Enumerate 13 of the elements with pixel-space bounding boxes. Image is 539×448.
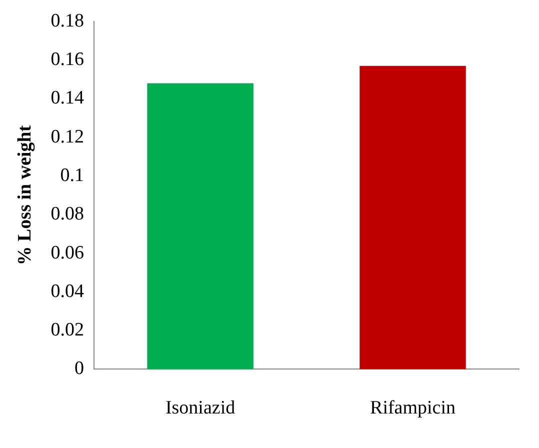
y-tick-label: 0.16 [50,49,84,70]
y-tick-label: 0.08 [50,204,84,225]
y-tick-label: 0 [74,358,84,380]
y-tick-label: 0.02 [50,320,84,341]
y-axis-title: % Loss in weight [14,124,36,266]
y-tick-label: 0.06 [50,242,84,264]
y-tick-label: 0.18 [50,10,84,32]
y-tick-label: 0.12 [50,126,84,148]
y-tick-label: 0.1 [60,164,84,186]
y-tick-label: 0.04 [50,280,85,302]
y-tick-label: 0.14 [50,88,85,109]
x-tick-label: Rifampicin [370,398,456,419]
x-tick-label: Isoniazid [165,398,236,419]
